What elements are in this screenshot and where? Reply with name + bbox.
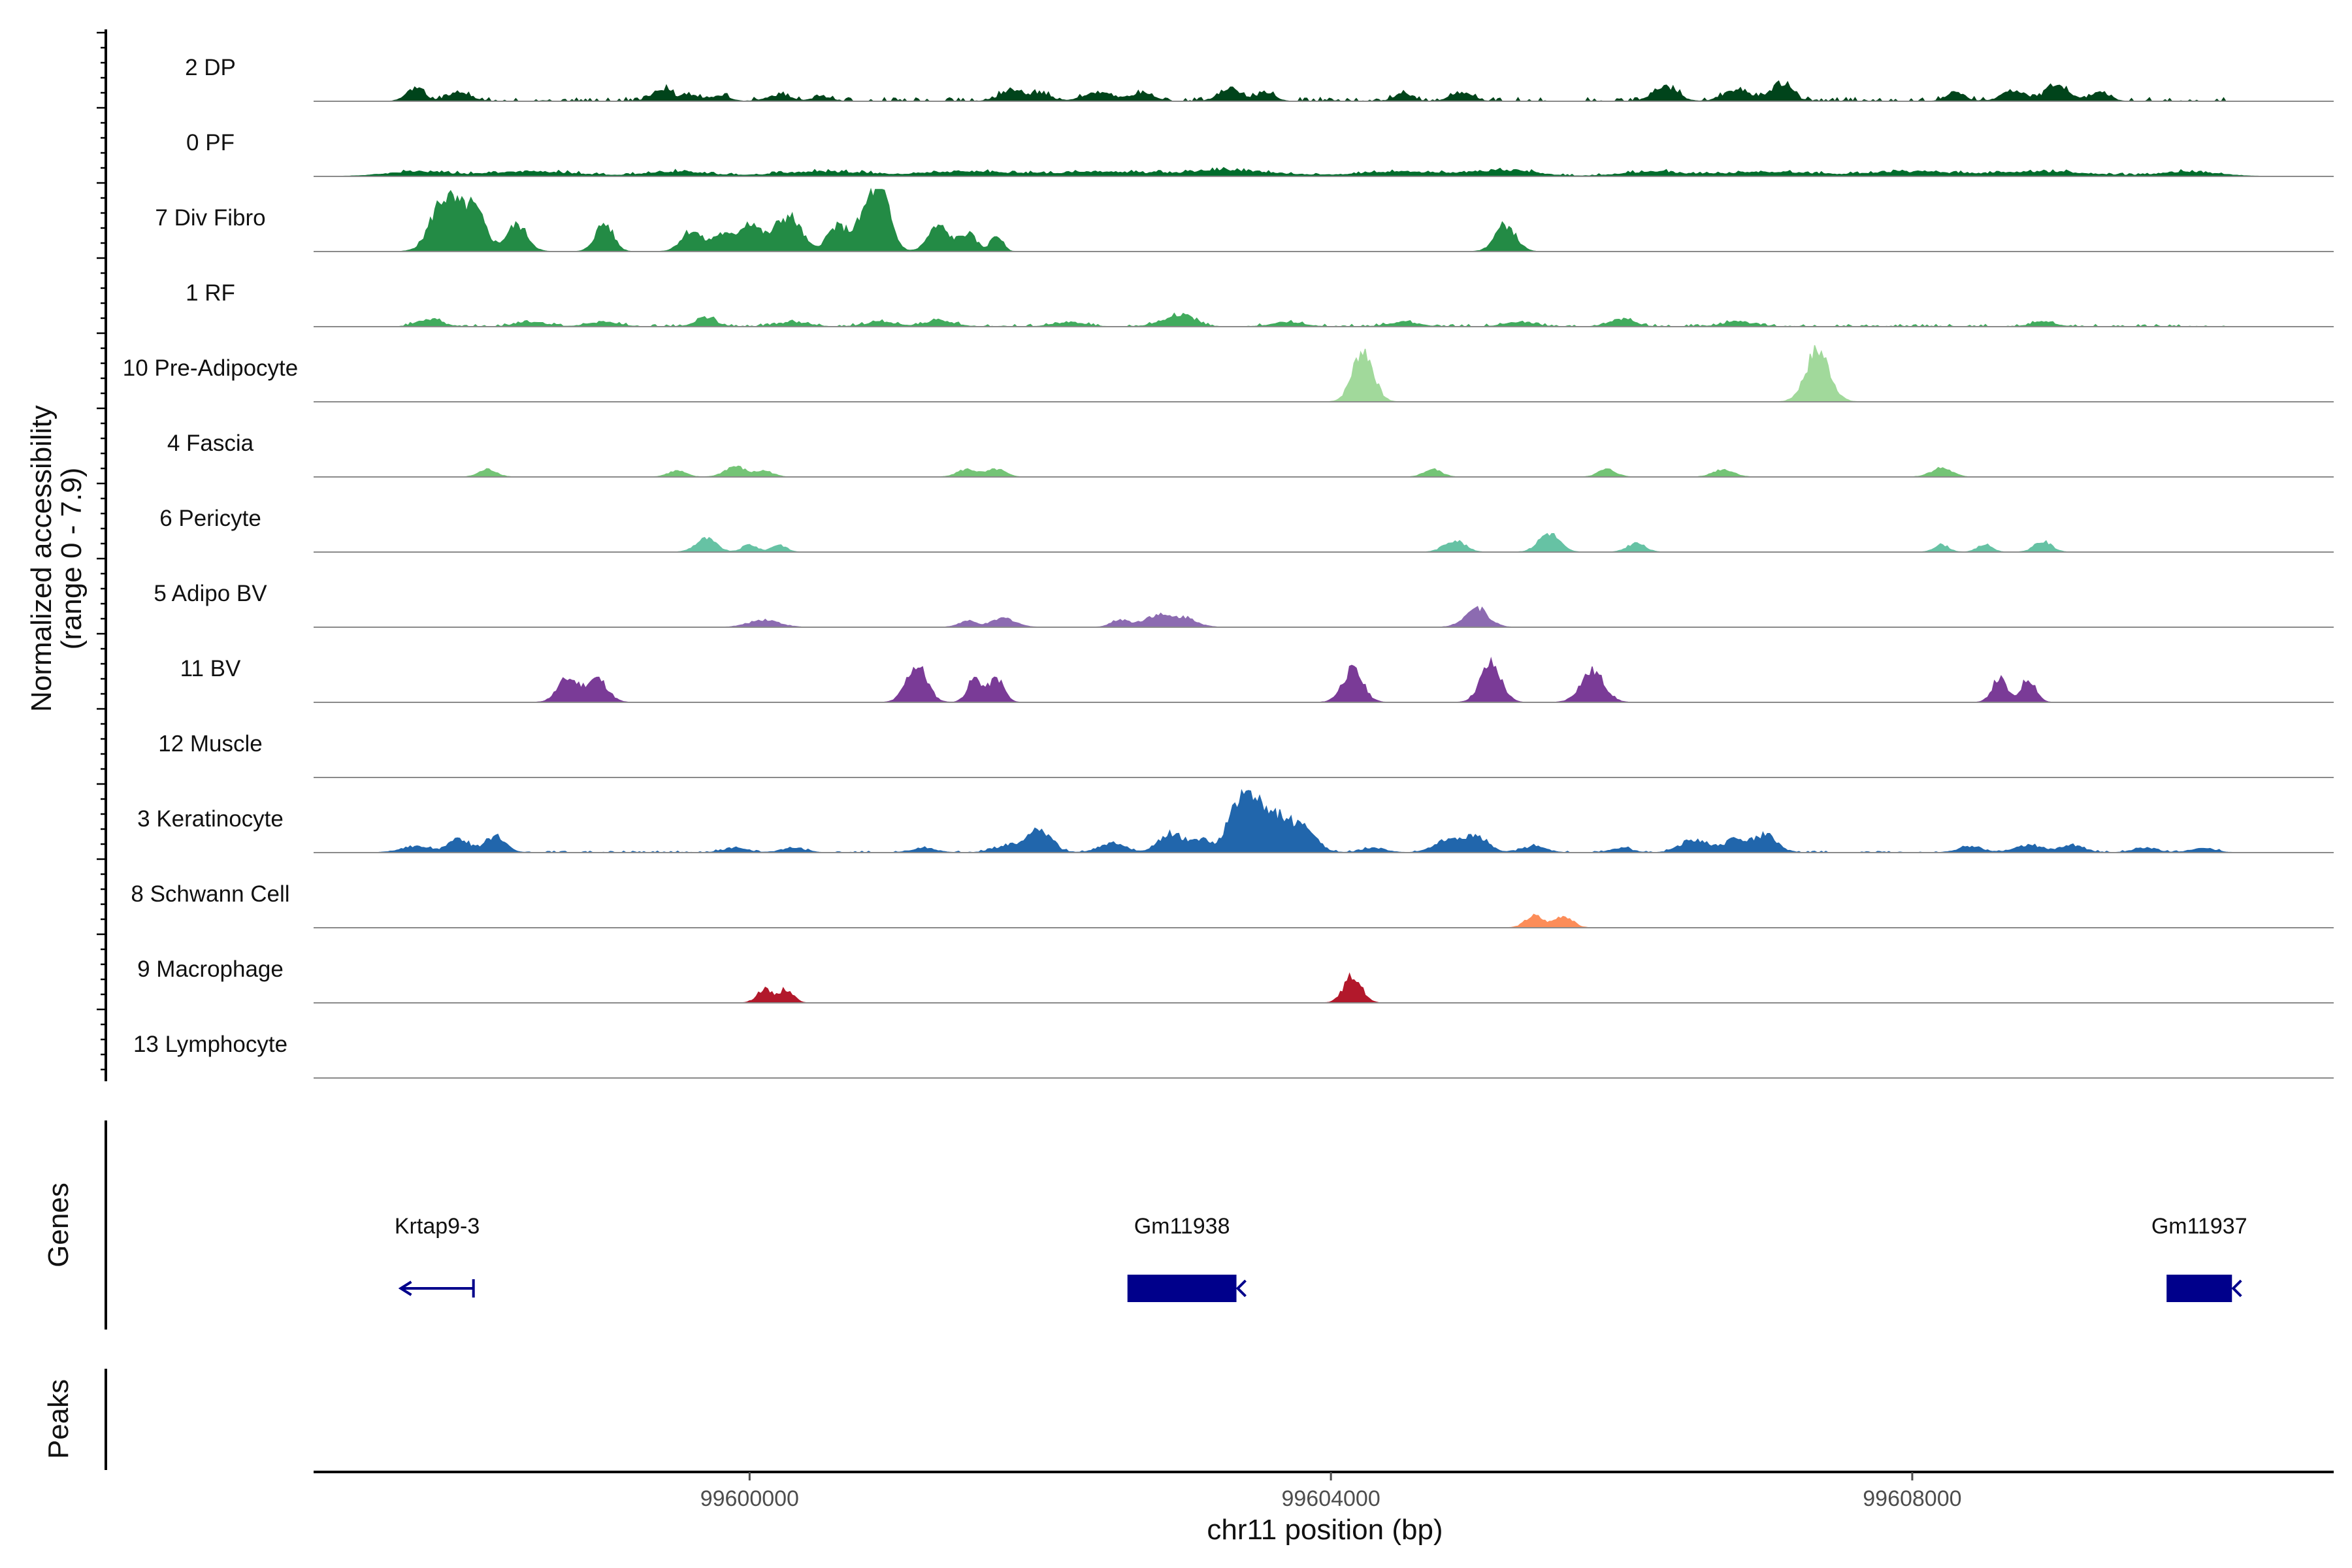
x-tick-label: 99604000 bbox=[1281, 1486, 1380, 1511]
track-label: 6 Pericyte bbox=[159, 506, 261, 531]
coverage-area bbox=[314, 789, 2334, 853]
track-5: 10 Pre-Adipocyte bbox=[123, 345, 2334, 402]
x-axis-ticks: 99600000 99604000 99608000 bbox=[700, 1472, 1962, 1511]
track-label: 11 BV bbox=[180, 656, 241, 681]
strand-arrow bbox=[398, 1281, 412, 1296]
track-10: 12 Muscle bbox=[158, 731, 2334, 778]
gene-exon bbox=[1127, 1275, 1237, 1302]
track-4: 1 RF bbox=[186, 280, 2334, 327]
track-1: 2 DP bbox=[185, 55, 2334, 103]
track-label: 5 Adipo BV bbox=[154, 581, 267, 606]
track-label: 13 Lymphocyte bbox=[133, 1032, 287, 1057]
gene-exon bbox=[2166, 1275, 2232, 1302]
coverage-area bbox=[314, 972, 2334, 1004]
coverage-area bbox=[314, 345, 2334, 402]
strand-arrow bbox=[2231, 1279, 2242, 1298]
track-label: 12 Muscle bbox=[158, 731, 263, 757]
coverage-area bbox=[314, 532, 2334, 553]
track-label: 9 Macrophage bbox=[137, 956, 284, 982]
track-14: 13 Lymphocyte bbox=[133, 1032, 2334, 1079]
gene-3: Gm11937 bbox=[2151, 1214, 2247, 1302]
x-tick-label: 99600000 bbox=[700, 1486, 799, 1511]
gene-label: Krtap9-3 bbox=[395, 1214, 480, 1239]
gene-annotations: Krtap9-3 Gm11938 Gm11937 bbox=[395, 1214, 2247, 1302]
track-7: 6 Pericyte bbox=[159, 506, 2334, 553]
coverage-area bbox=[314, 465, 2334, 478]
track-8: 5 Adipo BV bbox=[154, 581, 2334, 628]
y-axis-range-label: (range 0 - 7.9) bbox=[56, 468, 88, 650]
coverage-y-ticks bbox=[97, 31, 106, 1071]
track-13: 9 Macrophage bbox=[137, 956, 2334, 1004]
coverage-area bbox=[314, 606, 2334, 628]
gene-2: Gm11938 bbox=[1127, 1214, 1247, 1302]
track-12: 8 Schwann Cell bbox=[131, 881, 2334, 928]
track-label: 0 PF bbox=[186, 130, 235, 155]
y-axis-label: Normalized accessibility bbox=[25, 405, 57, 711]
track-2: 0 PF bbox=[186, 130, 2334, 177]
gene-label: Gm11938 bbox=[1134, 1214, 1230, 1239]
x-tick-label: 99608000 bbox=[1863, 1486, 1961, 1511]
x-axis-label: chr11 position (bp) bbox=[1207, 1514, 1443, 1546]
track-label: 7 Div Fibro bbox=[155, 205, 265, 231]
track-label: 10 Pre-Adipocyte bbox=[123, 355, 298, 381]
track-9: 11 BV bbox=[180, 656, 2334, 703]
track-6: 4 Fascia bbox=[167, 431, 2334, 478]
track-label: 4 Fascia bbox=[167, 431, 254, 456]
gene-1: Krtap9-3 bbox=[395, 1214, 480, 1298]
track-label: 8 Schwann Cell bbox=[131, 881, 289, 907]
track-label: 1 RF bbox=[186, 280, 235, 306]
track-label: 3 Keratinocyte bbox=[137, 806, 284, 832]
gene-label: Gm11937 bbox=[2151, 1214, 2247, 1239]
track-11: 3 Keratinocyte bbox=[137, 789, 2334, 853]
coverage-area bbox=[314, 657, 2334, 703]
coverage-tracks: 2 DP 0 PF 7 Div Fibro 1 RF 10 Pre-Adipocyte 4… bbox=[123, 55, 2334, 1079]
track-3: 7 Div Fibro bbox=[155, 188, 2334, 252]
coverage-area bbox=[314, 167, 2334, 177]
coverage-area bbox=[314, 913, 2334, 928]
track-label: 2 DP bbox=[185, 55, 236, 80]
peaks-panel-title: Peaks bbox=[42, 1379, 74, 1459]
strand-arrow bbox=[1235, 1279, 1247, 1298]
coverage-area bbox=[314, 80, 2334, 103]
genes-panel-title: Genes bbox=[42, 1183, 74, 1267]
coverage-area bbox=[314, 312, 2334, 327]
coverage-area bbox=[314, 188, 2334, 252]
